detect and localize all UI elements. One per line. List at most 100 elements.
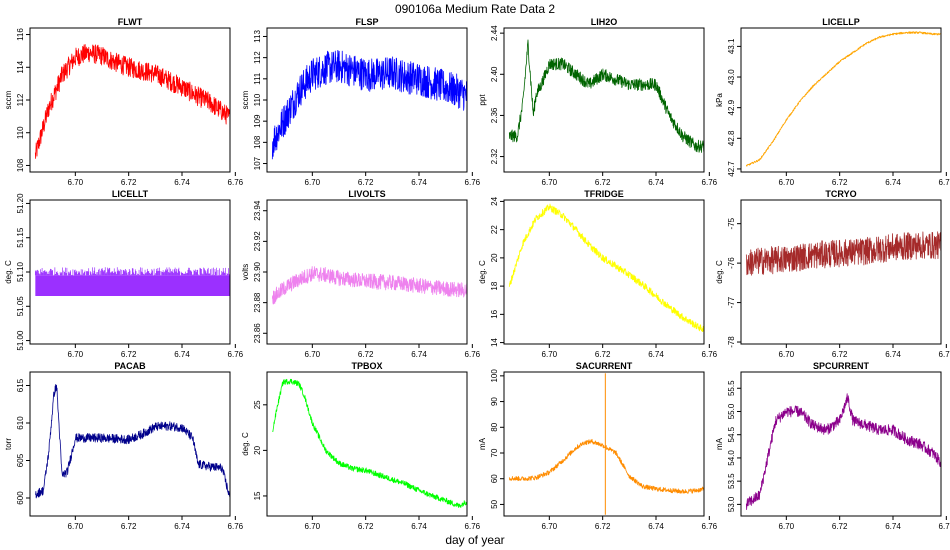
- y-tick-label: -76: [727, 257, 736, 269]
- x-tick-label: 6.70: [305, 522, 321, 531]
- plot-frame: [29, 27, 231, 173]
- y-tick-label: 112: [253, 51, 262, 64]
- x-tick-label: 6.70: [305, 178, 321, 187]
- y-tick-label: 15: [253, 491, 262, 500]
- x-tick-label: 6.70: [542, 350, 558, 359]
- y-tick-label: -77: [727, 296, 736, 308]
- x-tick-label: 6.72: [595, 522, 611, 531]
- plot-frame: [740, 27, 942, 173]
- series-group: [34, 44, 230, 159]
- x-tick-label: 6.72: [832, 178, 848, 187]
- y-tick-label: 60: [490, 474, 499, 483]
- y-tick-label: 114: [16, 60, 25, 73]
- series-line: [508, 203, 704, 332]
- y-tick-label: 55.0: [727, 403, 736, 419]
- series-line: [745, 231, 941, 276]
- x-tick-label: 6.72: [595, 350, 611, 359]
- x-tick-label: 6.76: [702, 350, 718, 359]
- panel-title: LICELLT: [112, 189, 149, 199]
- y-tick-label: 18: [490, 281, 499, 290]
- y-tick-label: 100: [490, 369, 499, 383]
- y-tick-label: 51.00: [16, 330, 25, 351]
- figure-title: 090106a Medium Rate Data 2: [395, 2, 555, 16]
- y-tick-label: 20: [490, 253, 499, 262]
- x-tick-label: 6.76: [228, 350, 244, 359]
- y-tick-label: 23.94: [253, 200, 262, 221]
- y-tick-label: 42.8: [727, 130, 736, 146]
- x-tick-label: 6.74: [885, 178, 901, 187]
- y-tick-label: 90: [490, 397, 499, 406]
- y-tick-label: 42.9: [727, 99, 736, 115]
- x-tick-label: 6.76: [228, 178, 244, 187]
- y-tick-label: 107: [253, 156, 262, 170]
- x-tick-label: 6.70: [68, 522, 84, 531]
- y-axis-label: ppt: [478, 94, 487, 106]
- series-group: [745, 231, 941, 276]
- panel-licellt: LICELLT deg. C 6.70 6.72 6.74 6.76 51.00 51.05 5…: [4, 189, 244, 359]
- y-tick-label: 55.5: [727, 380, 736, 396]
- plot-frame: [503, 199, 705, 345]
- panel-title: LIVOLTS: [348, 189, 385, 199]
- series-group: [745, 393, 941, 511]
- y-tick-label: 112: [16, 93, 25, 106]
- x-tick-label: 6.70: [779, 522, 795, 531]
- panel-flsp: FLSP sccm 6.70 6.72 6.74 6.76 107 108 109 110 111 1…: [241, 17, 481, 187]
- y-tick-label: 111: [253, 72, 262, 85]
- series-line: [508, 39, 704, 153]
- series-line: [34, 44, 230, 159]
- y-tick-label: 610: [16, 416, 25, 430]
- x-tick-label: 6.74: [885, 522, 901, 531]
- x-tick-label: 6.72: [121, 350, 137, 359]
- x-tick-label: 6.74: [648, 178, 664, 187]
- panel-title: TPBOX: [351, 361, 382, 371]
- y-axis-label: volts: [241, 264, 250, 280]
- series-line: [271, 266, 467, 305]
- x-tick-label: 6.72: [832, 522, 848, 531]
- x-tick-label: 6.76: [939, 178, 950, 187]
- plot-frame: [503, 27, 705, 173]
- x-tick-label: 6.72: [121, 522, 137, 531]
- series-group: [35, 384, 230, 499]
- y-axis-label: deg. C: [715, 260, 724, 284]
- y-axis-label: mA: [478, 437, 487, 450]
- y-tick-label: 109: [253, 114, 262, 128]
- y-tick-label: 70: [490, 448, 499, 457]
- y-tick-label: 51.15: [16, 227, 25, 248]
- y-tick-label: 110: [253, 93, 262, 106]
- y-axis-label: deg. C: [4, 260, 13, 284]
- plot-frame: [503, 371, 705, 517]
- x-tick-label: 6.76: [228, 522, 244, 531]
- x-tick-label: 6.76: [939, 522, 950, 531]
- x-tick-label: 6.74: [411, 178, 427, 187]
- series-group: [508, 373, 704, 515]
- y-tick-label: 2.32: [490, 148, 499, 164]
- y-tick-label: 42.7: [727, 161, 736, 177]
- series-line: [745, 393, 941, 511]
- panel-spcurrent: SPCURRENT mA 6.70 6.72 6.74 6.76 53.0 53.5 54.0 5…: [715, 361, 950, 531]
- panel-title: LICELLP: [822, 17, 860, 27]
- y-tick-label: 110: [16, 126, 25, 139]
- x-tick-label: 6.74: [885, 350, 901, 359]
- y-tick-label: 113: [253, 30, 262, 43]
- x-tick-label: 6.74: [174, 178, 190, 187]
- series-line: [271, 50, 467, 160]
- y-tick-label: 24: [490, 196, 499, 205]
- y-tick-label: 43.1: [727, 38, 736, 54]
- series-group: [745, 31, 941, 167]
- x-tick-label: 6.70: [779, 178, 795, 187]
- y-tick-label: 14: [490, 338, 499, 347]
- panel-title: TFRIDGE: [584, 189, 624, 199]
- panel-tpbox: TPBOX deg. C 6.70 6.72 6.74 6.76 15 20 25: [241, 361, 481, 531]
- plot-frame: [740, 371, 942, 517]
- y-tick-label: 22: [490, 225, 499, 234]
- plot-frame: [29, 371, 231, 517]
- x-tick-label: 6.70: [779, 350, 795, 359]
- y-tick-label: 53.0: [727, 496, 736, 512]
- series-group: [34, 267, 230, 296]
- y-tick-label: 16: [490, 309, 499, 318]
- y-tick-label: 2.44: [490, 25, 499, 41]
- x-tick-label: 6.72: [121, 178, 137, 187]
- panel-title: TCRYO: [825, 189, 856, 199]
- panel-livolts: LIVOLTS volts 6.70 6.72 6.74 6.76 23.86 23.88 23…: [241, 189, 481, 359]
